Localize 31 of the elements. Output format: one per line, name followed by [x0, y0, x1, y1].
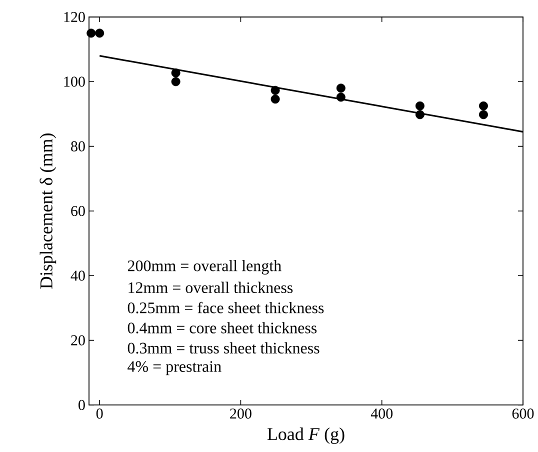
- point: [336, 84, 346, 93]
- y-axis-title: Displacement δ (mm): [40, 134, 56, 289]
- point: [270, 86, 280, 95]
- point: [336, 92, 346, 102]
- y-tick-label: 20: [71, 335, 85, 346]
- point: [478, 101, 488, 110]
- y-tick-label: 80: [71, 141, 85, 152]
- annotation: 0.4mm = core sheet thickness: [128, 322, 317, 334]
- x-axis-title: Load F (g): [267, 427, 344, 444]
- annotation: 200mm = overall length: [128, 260, 282, 275]
- point: [415, 101, 424, 110]
- x-tick-label: 400: [370, 408, 393, 419]
- x-tick-label: 200: [230, 408, 252, 419]
- point: [86, 28, 96, 38]
- point: [171, 77, 180, 86]
- x-tick-label: 0: [96, 408, 103, 419]
- y-tick-label: 60: [71, 206, 85, 216]
- point: [171, 68, 180, 78]
- y-tick-label: 0: [78, 400, 85, 410]
- x-tick-label: 600: [512, 408, 534, 419]
- point: [478, 110, 488, 120]
- y-tick-label: 100: [64, 76, 85, 87]
- y-tick-label: 40: [70, 270, 85, 281]
- annotation: 0.25mm = face sheet thickness: [128, 302, 324, 314]
- annotation: 12mm = overall thickness: [128, 282, 293, 294]
- y-tick-label: 120: [64, 12, 85, 22]
- point: [415, 110, 424, 120]
- annotation: 0.3mm = truss sheet thickness: [128, 342, 320, 354]
- point: [270, 94, 280, 104]
- annotation: 4% = prestrain: [128, 361, 222, 376]
- point: [95, 28, 104, 38]
